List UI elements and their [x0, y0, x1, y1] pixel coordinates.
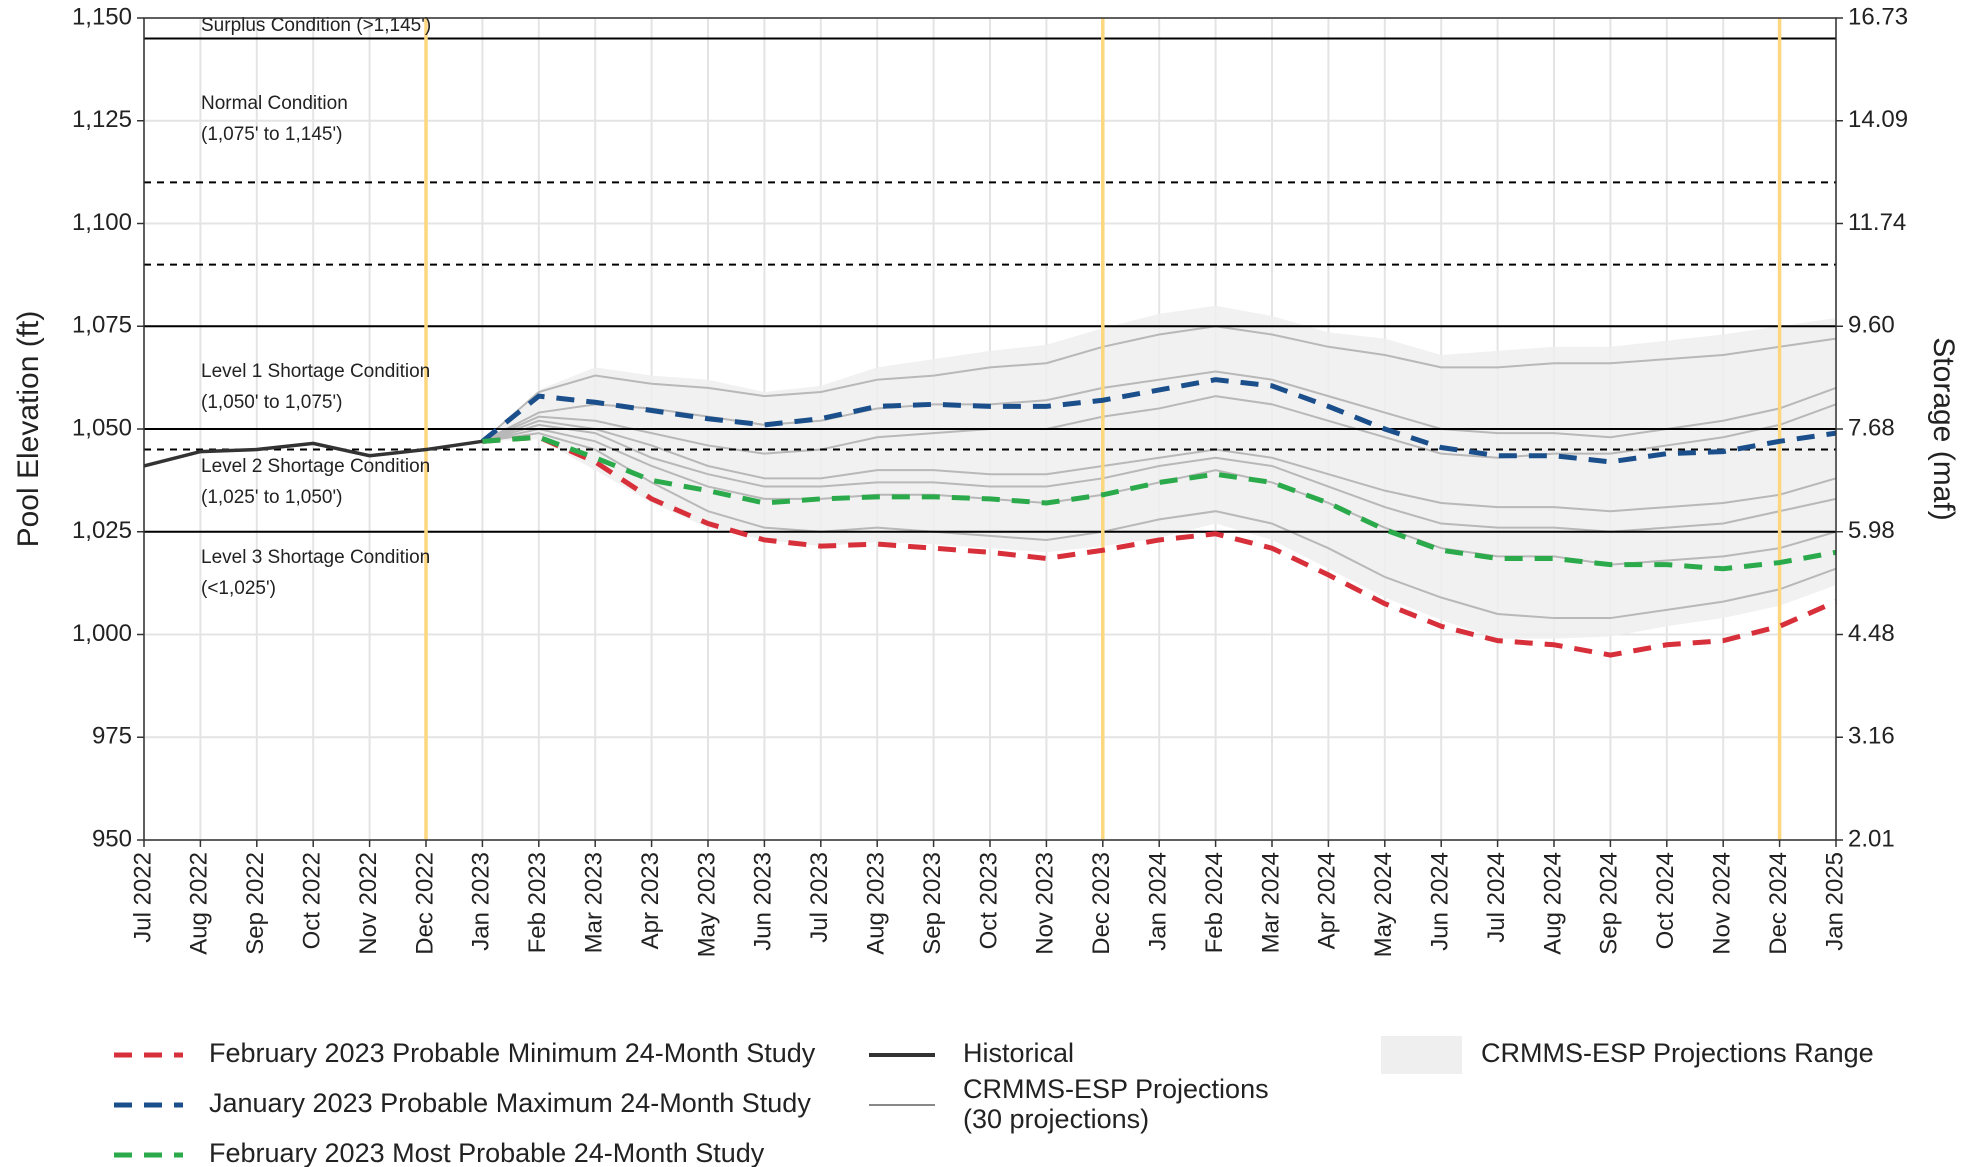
y-tick-label: 1,050	[72, 414, 132, 441]
x-tick-label: Jul 2023	[806, 852, 833, 943]
y2-axis-title: Storage (maf)	[1927, 337, 1960, 520]
legend-label: January 2023 Probable Maximum 24-Month S…	[209, 1088, 811, 1118]
x-tick-label: Jul 2022	[129, 852, 156, 943]
y2-tick-label: 16.73	[1848, 3, 1908, 30]
y-tick-label: 1,125	[72, 106, 132, 133]
x-tick-label: Jun 2023	[750, 852, 777, 951]
projection-line	[481, 325, 1837, 443]
y-axis-title: Pool Elevation (ft)	[12, 311, 45, 548]
x-tick-label: Oct 2023	[975, 852, 1002, 949]
x-tick-label: Nov 2022	[355, 852, 382, 955]
condition-label: Level 1 Shortage Condition	[201, 361, 430, 382]
y-tick-label: 1,100	[72, 209, 132, 236]
x-tick-label: Jul 2024	[1483, 852, 1510, 943]
x-tick-label: Sep 2022	[242, 852, 269, 955]
x-tick-label: Aug 2023	[863, 852, 890, 955]
x-tick-label: Sep 2023	[919, 852, 946, 955]
y2-tick-label: 2.01	[1848, 825, 1895, 852]
x-tick-label: Apr 2024	[1314, 852, 1341, 949]
projection-line	[482, 419, 1837, 513]
projection-range	[482, 305, 1836, 639]
y-tick-label: 950	[92, 825, 132, 852]
x-tick-label: Mar 2023	[581, 852, 608, 953]
y2-tick-label: 3.16	[1848, 723, 1895, 750]
x-tick-label: Jan 2025	[1821, 852, 1848, 951]
condition-label: Surplus Condition (>1,145')	[201, 15, 431, 36]
x-tick-label: Mar 2024	[1257, 852, 1284, 953]
x-tick-label: Feb 2024	[1201, 852, 1228, 953]
legend-label: February 2023 Probable Minimum 24-Month …	[209, 1038, 816, 1068]
condition-label: Level 3 Shortage Condition	[201, 547, 430, 568]
x-tick-label: Oct 2022	[299, 852, 326, 949]
x-tick-label: Aug 2024	[1539, 852, 1566, 955]
x-tick-label: May 2023	[693, 852, 720, 957]
legend-label: Historical	[963, 1038, 1074, 1068]
condition-label: (<1,025')	[201, 578, 276, 599]
legend-label: CRMMS-ESP Projections Range	[1481, 1038, 1874, 1068]
x-tick-label: Aug 2022	[186, 852, 213, 955]
x-tick-label: Jun 2024	[1427, 852, 1454, 951]
series-line	[482, 434, 1837, 572]
series-line	[482, 434, 1838, 658]
legend-label: (30 projections)	[963, 1104, 1149, 1134]
x-tick-label: Dec 2022	[411, 852, 438, 955]
series-line	[480, 377, 1837, 465]
y2-tick-label: 4.48	[1848, 620, 1895, 647]
x-tick-label: Oct 2024	[1652, 852, 1679, 949]
x-tick-label: Apr 2023	[637, 852, 664, 949]
x-tick-label: Nov 2023	[1032, 852, 1059, 955]
y2-tick-label: 7.68	[1848, 414, 1895, 441]
y2-tick-label: 14.09	[1848, 106, 1908, 133]
x-tick-label: Dec 2024	[1765, 852, 1792, 955]
y-tick-label: 975	[92, 723, 132, 750]
legend-swatch	[1381, 1036, 1462, 1074]
condition-label: (1,025' to 1,050')	[201, 487, 342, 508]
y-tick-label: 1,150	[72, 3, 132, 30]
x-tick-label: Nov 2024	[1709, 852, 1736, 955]
condition-label: Normal Condition	[201, 93, 348, 114]
y2-tick-label: 5.98	[1848, 517, 1895, 544]
x-tick-label: Sep 2024	[1596, 852, 1623, 955]
condition-label: (1,050' to 1,075')	[201, 392, 342, 413]
y-tick-label: 1,075	[72, 312, 132, 339]
series-line	[143, 439, 483, 468]
x-tick-label: May 2024	[1370, 852, 1397, 957]
x-tick-label: Jan 2024	[1145, 852, 1172, 951]
condition-label: Level 2 Shortage Condition	[201, 456, 430, 477]
legend-label: February 2023 Most Probable 24-Month Stu…	[209, 1138, 765, 1167]
legend-label: CRMMS-ESP Projections	[963, 1074, 1269, 1104]
y-tick-label: 1,000	[72, 620, 132, 647]
y-tick-label: 1,025	[72, 517, 132, 544]
x-tick-label: Feb 2023	[524, 852, 551, 953]
condition-label: (1,075' to 1,145')	[201, 124, 342, 145]
projection-line	[482, 432, 1837, 620]
x-tick-label: Dec 2023	[1088, 852, 1115, 955]
y2-tick-label: 11.74	[1848, 209, 1906, 236]
y2-tick-label: 9.60	[1848, 312, 1895, 339]
projection-line	[481, 395, 1837, 459]
x-tick-label: Jan 2023	[468, 852, 495, 951]
